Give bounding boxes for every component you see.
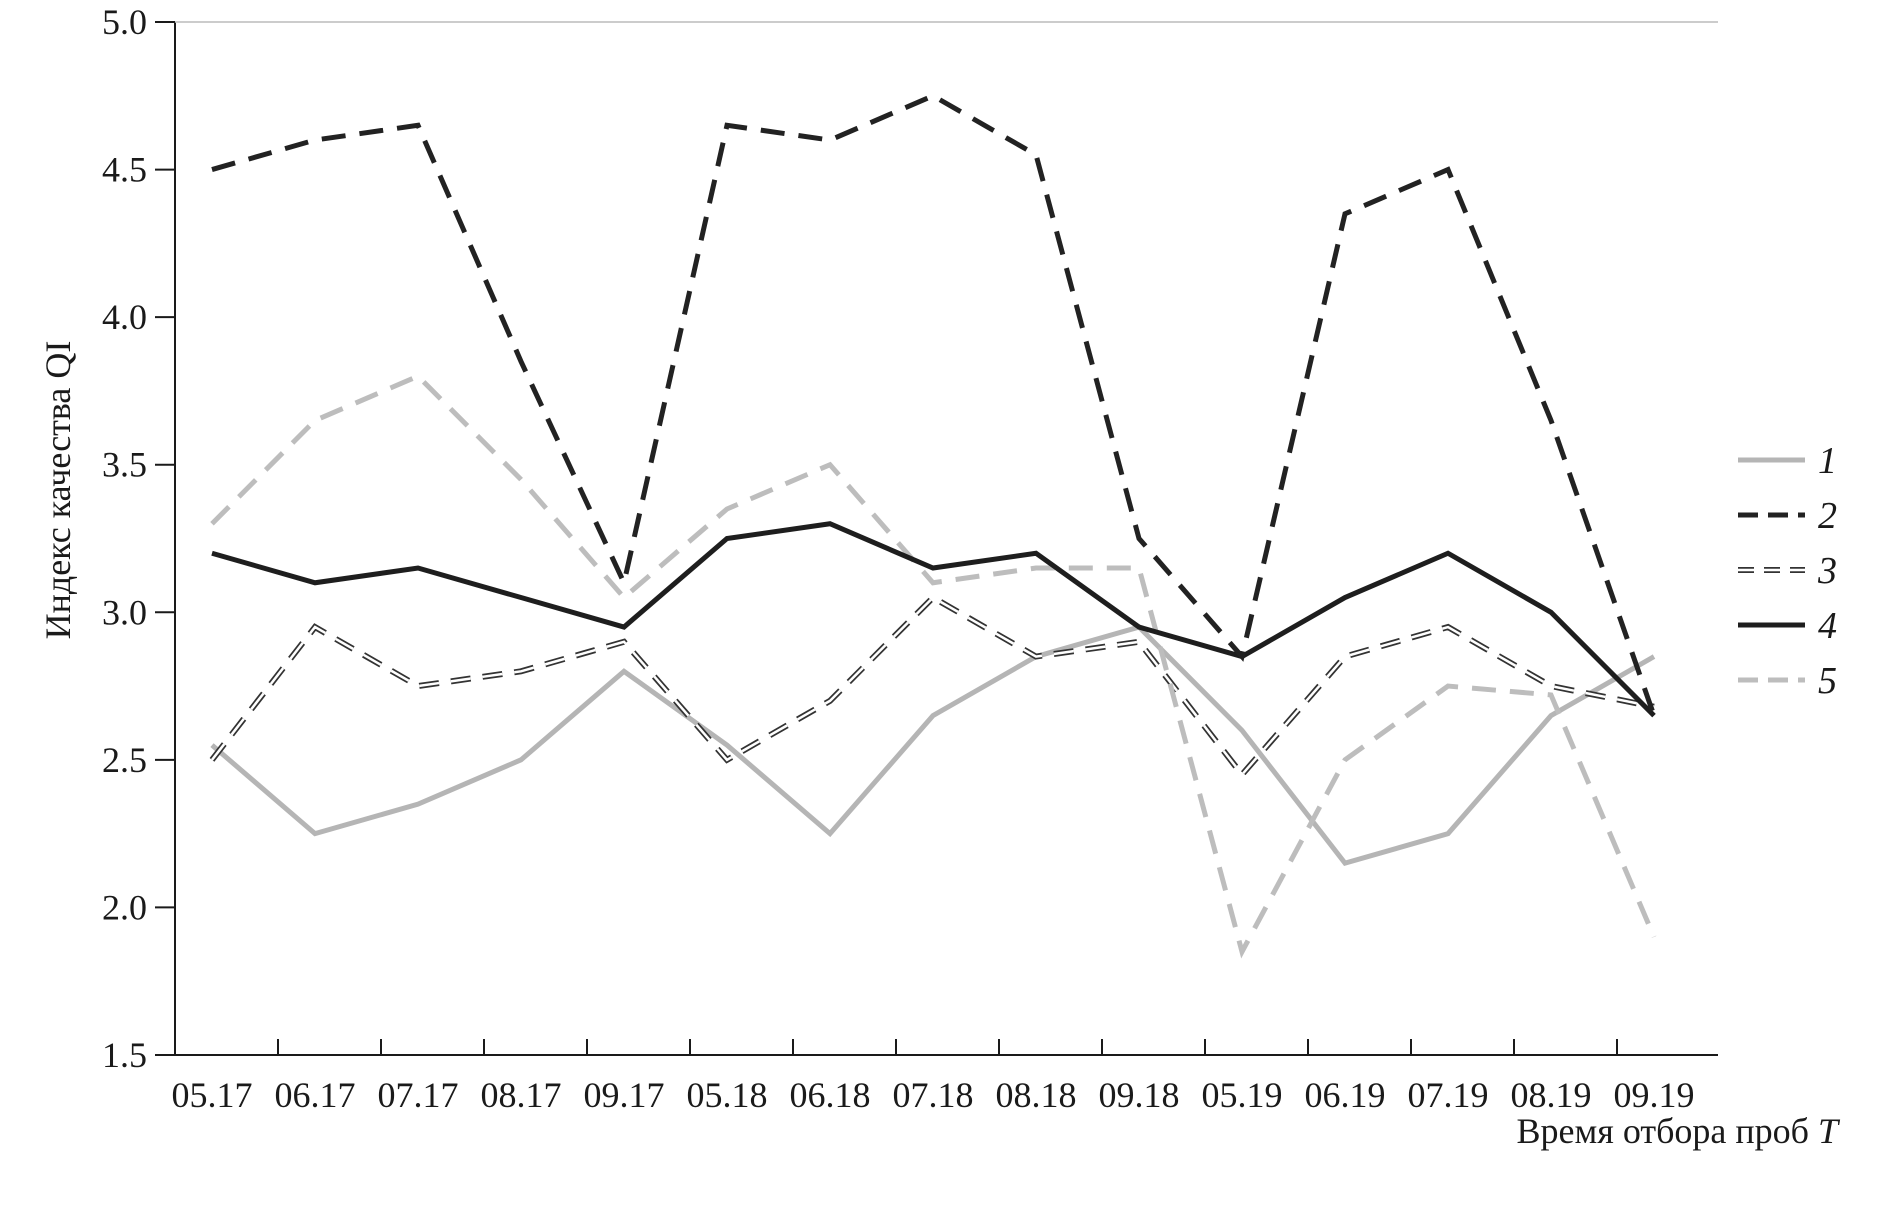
y-tick-label: 4.0 <box>102 297 147 337</box>
x-tick-label: 08.17 <box>481 1075 562 1115</box>
series-3-line <box>209 593 1655 780</box>
x-axis-title: Время отбора проб T <box>1517 1111 1841 1151</box>
series-4-line <box>211 521 1656 718</box>
legend-label: 3 <box>1817 550 1837 592</box>
x-tick-label: 06.18 <box>790 1075 871 1115</box>
series-1 <box>210 624 1656 867</box>
x-tick-label: 05.18 <box>687 1075 768 1115</box>
legend-label: 1 <box>1818 440 1837 482</box>
legend-item-2: 2 <box>1738 495 1837 537</box>
series-5 <box>210 373 1657 959</box>
legend-item-4: 4 <box>1738 605 1837 647</box>
x-tick-label: 07.18 <box>893 1075 974 1115</box>
y-tick-label: 1.5 <box>102 1035 147 1075</box>
series-2-line <box>211 92 1657 717</box>
series-layer <box>209 92 1657 959</box>
x-tick-label: 05.19 <box>1202 1075 1283 1115</box>
legend-item-5: 5 <box>1738 660 1837 702</box>
x-tick-label: 05.17 <box>172 1075 253 1115</box>
legend: 1 2 3 4 5 <box>1738 440 1837 702</box>
axes: 1.5 2.0 2.5 3.0 3.5 4.0 4.5 5.0 05.17 06.17 07.17 0… <box>102 2 1718 1115</box>
x-tick-label: 06.17 <box>275 1075 356 1115</box>
x-tick-label: 09.19 <box>1614 1075 1695 1115</box>
y-axis-title: Индекс качества QI <box>38 341 78 640</box>
series-1-line <box>210 624 1656 867</box>
legend-label: 4 <box>1818 605 1837 647</box>
x-axis-title-variable: T <box>1818 1111 1841 1151</box>
x-tick-label: 09.18 <box>1099 1075 1180 1115</box>
x-tick-label: 07.17 <box>378 1075 459 1115</box>
series-5-line <box>210 373 1657 959</box>
y-tick-label: 2.0 <box>102 887 147 927</box>
legend-label: 2 <box>1818 495 1837 537</box>
x-tick-label: 07.19 <box>1408 1075 1489 1115</box>
legend-label: 5 <box>1818 660 1837 702</box>
x-tick-label: 09.17 <box>584 1075 665 1115</box>
x-axis-title-text: Время отбора проб <box>1517 1111 1818 1151</box>
series-2 <box>211 92 1657 717</box>
series-4 <box>211 521 1656 718</box>
y-tick-label: 2.5 <box>102 740 147 780</box>
x-tick-label: 06.19 <box>1305 1075 1386 1115</box>
x-tick-label: 08.18 <box>996 1075 1077 1115</box>
x-tick-label: 08.19 <box>1511 1075 1592 1115</box>
y-tick-label: 5.0 <box>102 2 147 42</box>
legend-item-3: 3 <box>1738 550 1837 592</box>
y-tick-label: 4.5 <box>102 150 147 190</box>
series-3 <box>209 593 1655 780</box>
series-3-line-inner <box>211 595 1655 777</box>
y-tick-label: 3.5 <box>102 445 147 485</box>
y-tick-label: 3.0 <box>102 592 147 632</box>
legend-item-1: 1 <box>1738 440 1837 482</box>
